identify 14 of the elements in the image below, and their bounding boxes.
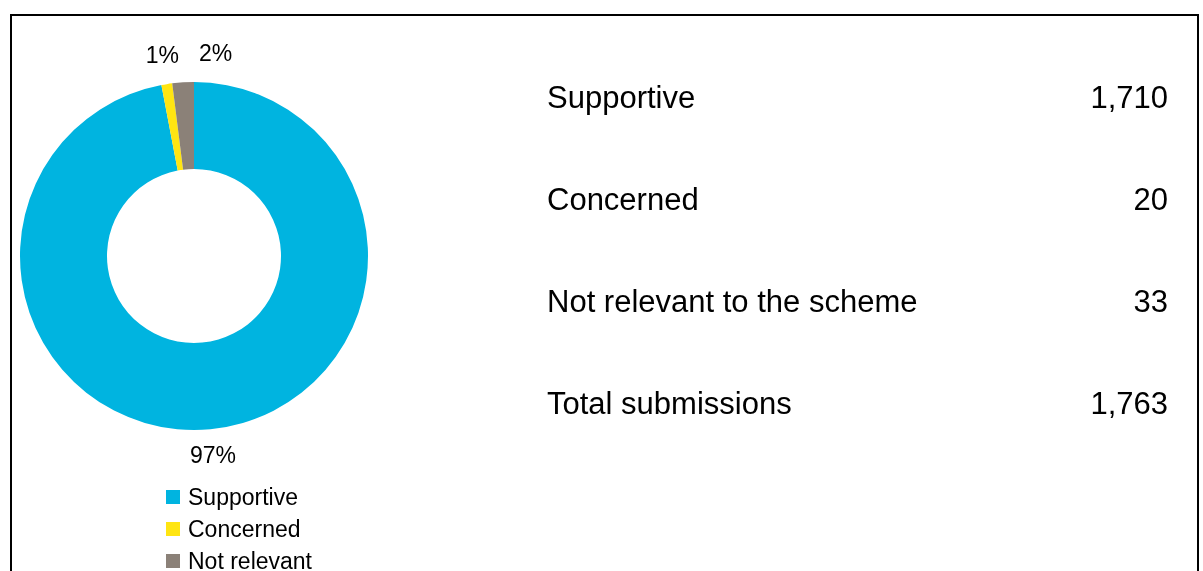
data-label: 1% bbox=[145, 41, 180, 68]
text: 1,710 bbox=[1090, 80, 1168, 117]
text: 33 bbox=[1133, 284, 1168, 321]
legend-label: Not relevant bbox=[188, 547, 313, 571]
data-label: 97% bbox=[189, 442, 237, 469]
data-label: 2% bbox=[199, 39, 233, 66]
text: 1,763 bbox=[1090, 386, 1168, 423]
text: Not relevant to the scheme bbox=[547, 284, 918, 321]
text: 20 bbox=[1133, 182, 1168, 219]
text: Concerned bbox=[547, 182, 699, 219]
legend-label: Concerned bbox=[188, 515, 301, 544]
text: Total submissions bbox=[547, 386, 792, 423]
text: Supportive bbox=[547, 80, 696, 117]
legend-label: Supportive bbox=[188, 483, 298, 512]
